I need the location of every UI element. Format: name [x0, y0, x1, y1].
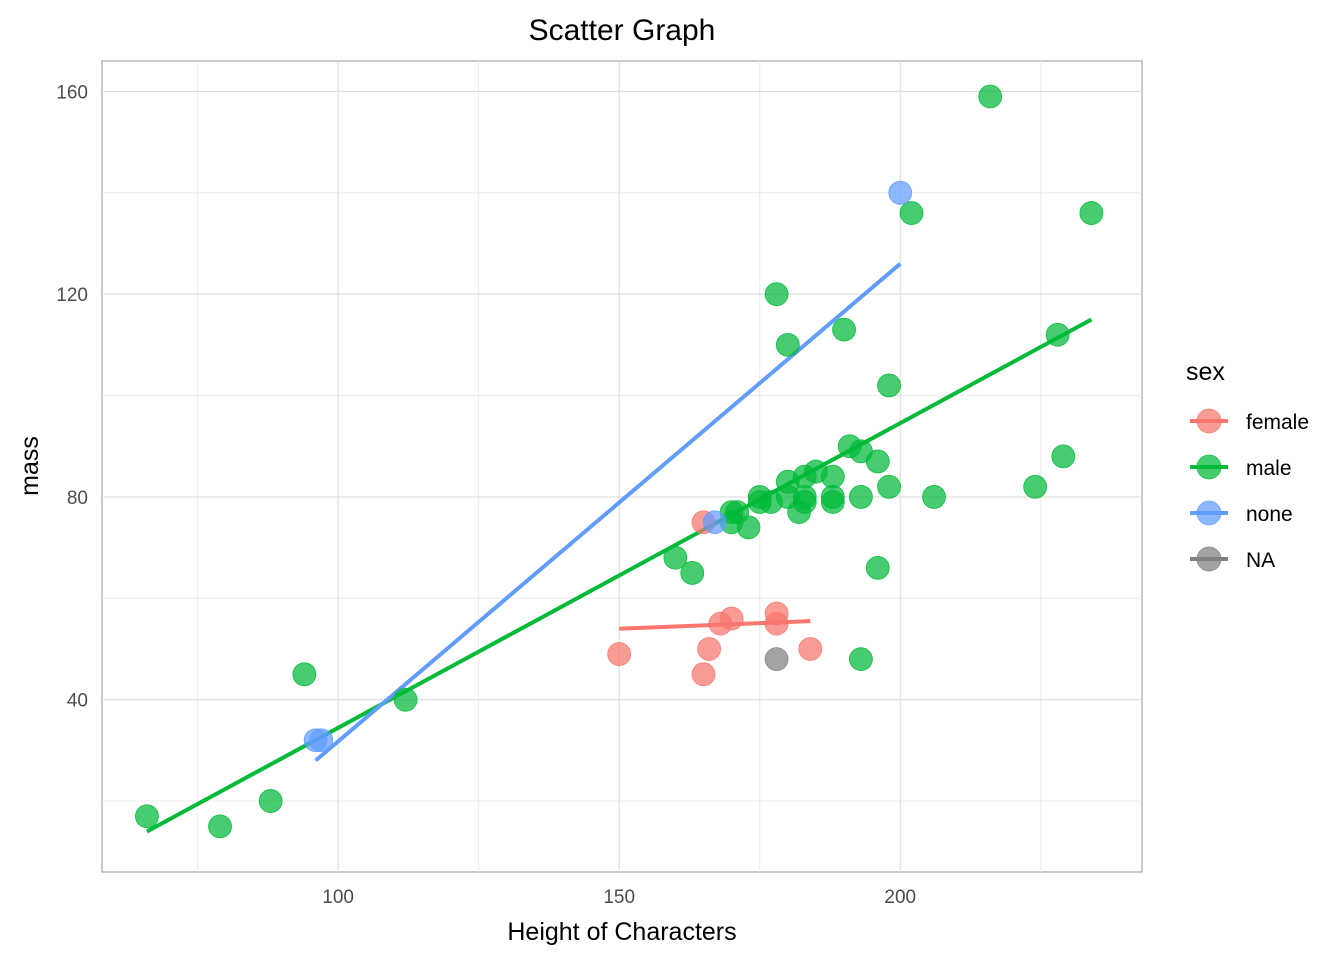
- point-male: [899, 201, 924, 225]
- point-none: [888, 180, 913, 205]
- y-tick-label: 120: [56, 285, 88, 306]
- point-none: [309, 728, 334, 753]
- plot-border: [101, 60, 1143, 873]
- point-male: [764, 282, 789, 307]
- legend-label: none: [1246, 503, 1293, 526]
- point-male: [978, 84, 1003, 109]
- point-male: [1051, 444, 1076, 469]
- plot-panel: [101, 60, 1143, 873]
- point-male: [865, 555, 890, 580]
- chart-title: Scatter Graph: [529, 14, 716, 47]
- legend-key-none-point: [1196, 500, 1222, 526]
- point-male: [135, 804, 159, 829]
- point-male: [1023, 474, 1048, 499]
- point-male: [663, 545, 688, 570]
- point-male: [1045, 322, 1070, 347]
- plot-background: [102, 61, 1142, 872]
- legend-label: female: [1246, 411, 1309, 434]
- point-male: [832, 317, 856, 342]
- legend-key-na-point: [1196, 546, 1222, 572]
- trend-line-male: [146, 317, 1093, 834]
- x-tick-label: 100: [322, 887, 354, 908]
- point-male: [820, 490, 845, 514]
- legend-key-male-point: [1196, 454, 1222, 480]
- x-tick-label: 150: [603, 887, 635, 908]
- point-male: [736, 515, 761, 540]
- y-tick-label: 160: [56, 82, 88, 103]
- point-male: [208, 814, 232, 839]
- point-male: [865, 449, 890, 474]
- legend-label: male: [1246, 457, 1292, 480]
- axis-ticks: 100 150 200 40 80 120 160: [56, 82, 916, 908]
- point-male: [1079, 201, 1104, 225]
- point-male: [258, 789, 283, 813]
- y-tick-label: 40: [67, 691, 88, 712]
- point-female: [697, 637, 722, 661]
- legend-label: NA: [1246, 549, 1275, 572]
- point-male: [820, 464, 845, 489]
- point-female: [691, 662, 716, 687]
- y-tick-label: 80: [67, 488, 88, 509]
- point-female: [798, 637, 823, 661]
- point-male: [775, 332, 800, 357]
- legend: sex female male none NA: [1186, 358, 1309, 572]
- point-male: [849, 485, 873, 509]
- y-axis-title: mass: [16, 436, 44, 496]
- point-male: [877, 474, 901, 499]
- point-male: [292, 662, 317, 687]
- point-male: [393, 687, 418, 712]
- point-male: [680, 561, 705, 585]
- point-female: [764, 611, 789, 636]
- x-tick-label: 200: [884, 887, 916, 908]
- point-male: [877, 373, 901, 398]
- legend-key-female-point: [1196, 408, 1222, 434]
- point-male: [849, 647, 873, 672]
- point-female: [607, 642, 632, 666]
- legend-title: sex: [1186, 358, 1225, 386]
- x-axis-title: Height of Characters: [507, 918, 736, 946]
- point-female: [719, 606, 744, 631]
- point-na: [764, 647, 789, 672]
- point-male: [792, 490, 817, 514]
- point-male: [922, 485, 946, 509]
- point-none: [702, 510, 727, 535]
- data-points: [135, 84, 1104, 839]
- trend-line-none: [314, 262, 902, 763]
